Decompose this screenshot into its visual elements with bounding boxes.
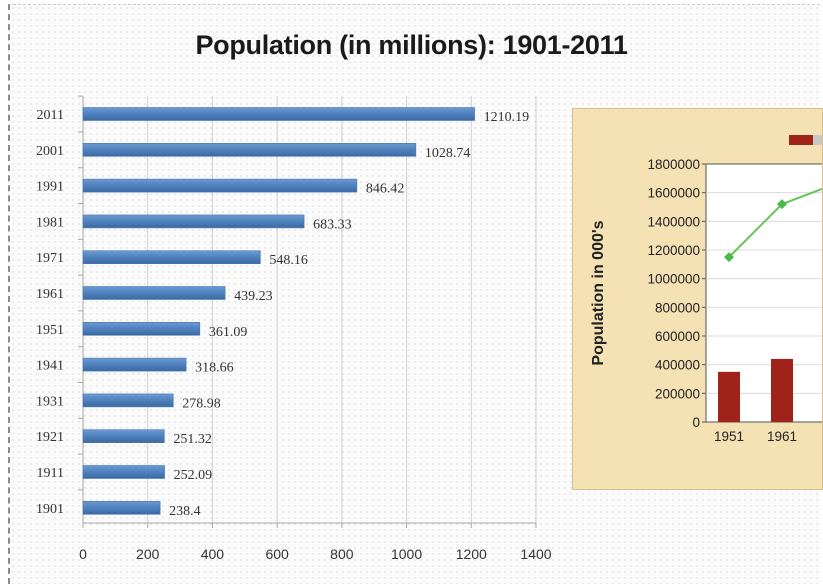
data-label: 548.16 (269, 253, 308, 268)
y-category-label: 1951 (36, 323, 64, 338)
inset-bar (718, 371, 740, 422)
inset-y-tick-label: 1800000 (647, 157, 700, 172)
data-label: 252.09 (174, 468, 213, 483)
y-category-label: 1961 (36, 287, 64, 302)
y-category-label: 1931 (36, 394, 64, 409)
data-label: 1028.74 (425, 146, 471, 161)
data-label: 318.66 (195, 361, 234, 376)
data-label: 1210.19 (484, 110, 529, 125)
bar (82, 321, 201, 336)
inset-population-chart: 1800000 1600000 1400000 1200000 1000000 80000… (590, 135, 822, 444)
inset-x-tick-label: 1951 (714, 429, 744, 444)
inset-y-axis-label: Population in 000's (590, 220, 607, 365)
inset-bar (771, 358, 793, 422)
data-label: 683.33 (313, 217, 352, 232)
bar (82, 250, 261, 264)
y-category-label: 1901 (36, 502, 64, 517)
bar (82, 286, 226, 300)
x-tick-label: 200 (136, 546, 160, 562)
data-label: 238.4 (169, 504, 201, 519)
population-bar-chart: 0 200 400 600 800 1000 1200 1400 2011 1210.19 2001… (36, 95, 552, 562)
inset-line-marker (777, 199, 787, 210)
y-category-label: 1971 (36, 251, 64, 266)
inset-line-marker (724, 252, 734, 263)
inset-y-tick-label: 1200000 (647, 243, 700, 258)
bar (82, 357, 187, 372)
x-tick-label: 1400 (520, 546, 551, 562)
y-category-label: 1911 (37, 466, 64, 481)
data-label: 361.09 (209, 325, 248, 340)
bar (82, 500, 161, 515)
bar (82, 107, 475, 121)
x-tick-label: 800 (330, 546, 354, 562)
bar (82, 143, 417, 157)
bar (82, 214, 305, 229)
y-category-label: 1991 (36, 180, 64, 195)
inset-y-tick-label: 200000 (655, 386, 700, 401)
data-label: 278.98 (182, 396, 221, 411)
bar (82, 178, 358, 193)
inset-y-tick-label: 400000 (655, 358, 700, 373)
x-tick-label: 1200 (456, 546, 487, 562)
inset-y-tick-label: 1600000 (647, 186, 700, 201)
x-tick-label: 0 (79, 546, 87, 562)
y-category-label: 2011 (37, 108, 64, 123)
y-category-label: 2001 (36, 144, 64, 159)
y-category-label: 1981 (36, 215, 64, 230)
inset-y-tick-label: 600000 (655, 329, 700, 344)
inset-y-tick-label: 0 (692, 415, 700, 430)
inset-y-tick-label: 1400000 (647, 214, 700, 229)
x-tick-label: 1000 (391, 546, 422, 562)
legend-swatch-line (813, 135, 822, 145)
data-label: 846.42 (366, 182, 405, 197)
bar (82, 429, 165, 444)
bar (82, 465, 165, 479)
data-label: 251.32 (173, 432, 212, 447)
chart-title: Population (in millions): 1901-2011 (195, 30, 628, 60)
bar (82, 393, 174, 408)
data-label: 439.23 (234, 289, 273, 304)
y-category-label: 1921 (36, 430, 64, 445)
x-tick-label: 400 (201, 546, 225, 562)
inset-chart-panel: 1800000 1600000 1400000 1200000 1000000 80000… (572, 108, 823, 490)
y-category-label: 1941 (36, 359, 64, 374)
x-tick-label: 600 (265, 546, 289, 562)
inset-y-tick-label: 800000 (655, 300, 700, 315)
legend-swatch-bar (789, 135, 813, 145)
inset-y-tick-label: 1000000 (647, 272, 700, 287)
inset-x-tick-label: 1961 (767, 429, 797, 444)
